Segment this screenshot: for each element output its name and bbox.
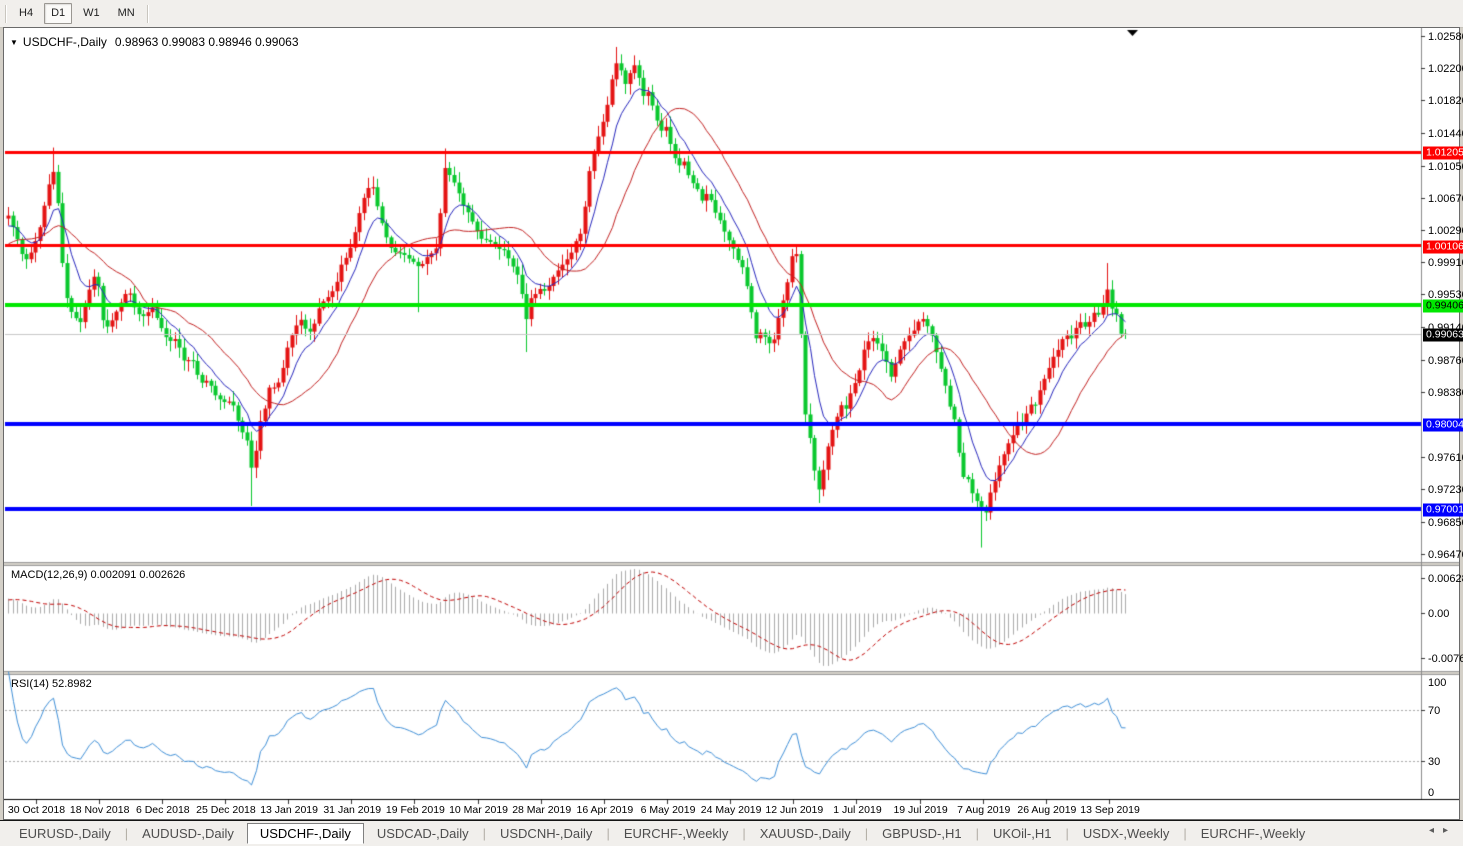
chart-tab-usdx-weekly[interactable]: USDX-,Weekly <box>1082 826 1170 841</box>
toolbar-separator <box>5 4 7 23</box>
timeframe-toolbar: H4 D1 W1 MN <box>0 0 1463 28</box>
price-axis-tick: 1.02200 <box>1428 63 1463 76</box>
tab-divider: | <box>1065 826 1069 841</box>
chart-close-value: 0.99063 <box>255 35 299 49</box>
date-axis-label: 31 Jan 2019 <box>323 804 382 816</box>
price-axis-tick: 0.96470 <box>1428 548 1463 561</box>
date-axis-label: 10 Mar 2019 <box>449 804 509 816</box>
macd-axis-tick: -0.00762 <box>1428 653 1463 665</box>
price-level-label: 1.01205 <box>1423 146 1463 160</box>
chart-low-value: 0.98946 <box>208 35 252 49</box>
price-axis-tick: 1.00670 <box>1428 192 1463 205</box>
chart-tab-gbpusd-h1[interactable]: GBPUSD-,H1 <box>882 826 962 841</box>
rsi-axis-tick: 100 <box>1428 677 1447 689</box>
price-level-label: 0.97001 <box>1423 503 1463 517</box>
tab-scroll-left-icon[interactable]: ◂ <box>1428 825 1443 836</box>
price-level-label: 0.98004 <box>1423 418 1463 432</box>
tab-scroll-arrows: ◂▸ <box>1429 825 1457 836</box>
rsi-axis-tick: 0 <box>1428 787 1435 799</box>
price-chart-canvas[interactable] <box>4 28 1459 819</box>
chart-tab-audusd-daily[interactable]: AUDUSD-,Daily <box>142 826 234 841</box>
toolbar-separator <box>146 4 149 23</box>
chart-tab-eurusd-daily[interactable]: EURUSD-,Daily <box>19 826 111 841</box>
tab-divider: | <box>606 826 610 841</box>
date-axis-label: 13 Jan 2019 <box>260 804 318 816</box>
tab-divider: | <box>482 826 486 841</box>
date-axis-label: 26 Aug 2019 <box>1017 804 1077 816</box>
chart-tab-eurchf-weekly[interactable]: EURCHF-,Weekly <box>1200 826 1306 841</box>
price-axis-tick: 1.02580 <box>1428 30 1463 43</box>
macd-values: 0.002091 0.002626 <box>90 569 186 581</box>
date-axis-label: 6 Dec 2018 <box>135 804 190 816</box>
chart-tab-bar: EURUSD-,Daily | AUDUSD-,Daily USDCHF-,Daily… <box>0 820 1463 846</box>
price-axis-tick: 1.01820 <box>1428 95 1463 108</box>
date-axis-label: 6 May 2019 <box>640 804 696 816</box>
date-axis-label: 16 Apr 2019 <box>576 804 634 816</box>
date-axis-label: 24 May 2019 <box>700 804 762 816</box>
date-axis-label: 12 Jun 2019 <box>765 804 824 816</box>
tab-divider: | <box>864 826 869 841</box>
macd-indicator-label: MACD(12,26,9) 0.002091 0.002626 <box>11 569 186 581</box>
chart-symbol-label: USDCHF-,Daily <box>22 35 107 49</box>
timeframe-button-h4[interactable]: H4 <box>19 7 34 19</box>
chart-tab-usdcad-daily[interactable]: USDCAD-,Daily <box>376 826 469 841</box>
price-level-label: 0.99063 <box>1423 328 1463 342</box>
chart-dropdown-icon[interactable]: ▼ <box>10 38 18 47</box>
price-level-label: 0.99406 <box>1423 299 1463 313</box>
rsi-axis-tick: 70 <box>1428 705 1441 717</box>
chart-tab-usdcnh-daily[interactable]: USDCNH-,Daily <box>499 826 593 841</box>
chart-tab-usdchf-daily[interactable]: USDCHF-,Daily <box>246 822 364 844</box>
price-axis-tick: 1.01050 <box>1428 160 1463 173</box>
macd-axis-tick: 0.00 <box>1428 608 1450 620</box>
tab-divider: | <box>742 826 746 841</box>
macd-axis-tick: 0.006286 <box>1428 573 1463 585</box>
chart-tab-eurchf-weekly[interactable]: EURCHF-,Weekly <box>623 826 729 841</box>
chart-tab-ukoil-h1[interactable]: UKOil-,H1 <box>992 826 1052 841</box>
date-axis-label: 7 Aug 2019 <box>957 804 1011 816</box>
chart-high-value: 0.99083 <box>161 35 206 49</box>
date-axis-label: 19 Jul 2019 <box>893 804 948 816</box>
date-axis-label: 19 Feb 2019 <box>385 804 445 816</box>
chart-ohlc-values: 0.98963 <box>114 35 159 49</box>
timeframe-button-w1[interactable]: W1 <box>83 7 100 19</box>
date-axis-label: 30 Oct 2018 <box>7 804 66 816</box>
chart-title: ▼ USDCHF-,Daily 0.98963 0.99083 0.98946 0.… <box>10 35 299 49</box>
tab-divider: | <box>975 826 979 841</box>
date-axis-label: 18 Nov 2018 <box>69 804 130 816</box>
date-axis-label: 28 Mar 2019 <box>512 804 572 816</box>
price-level-label: 1.00106 <box>1423 240 1463 254</box>
rsi-indicator-label: RSI(14) 52.8982 <box>11 678 92 690</box>
timeframe-button-mn[interactable]: MN <box>117 7 135 19</box>
tab-divider: | <box>1183 826 1187 841</box>
rsi-value: 52.8982 <box>51 678 92 690</box>
tab-divider: | <box>124 826 129 841</box>
date-axis-label: 13 Sep 2019 <box>1080 804 1140 816</box>
tab-scroll-right-icon[interactable]: ▸ <box>1442 825 1457 836</box>
rsi-axis-tick: 30 <box>1428 756 1441 768</box>
date-axis-label: 25 Dec 2018 <box>196 804 256 816</box>
chart-tab-xauusd-daily[interactable]: XAUUSD-,Daily <box>759 826 851 841</box>
date-axis-label: 1 Jul 2019 <box>833 804 882 816</box>
chart-window: ▼ USDCHF-,Daily 0.98963 0.99083 0.98946 0.… <box>3 27 1463 820</box>
price-axis-tick: 1.01440 <box>1428 127 1463 140</box>
timeframe-button-d1[interactable]: D1 <box>44 3 73 24</box>
